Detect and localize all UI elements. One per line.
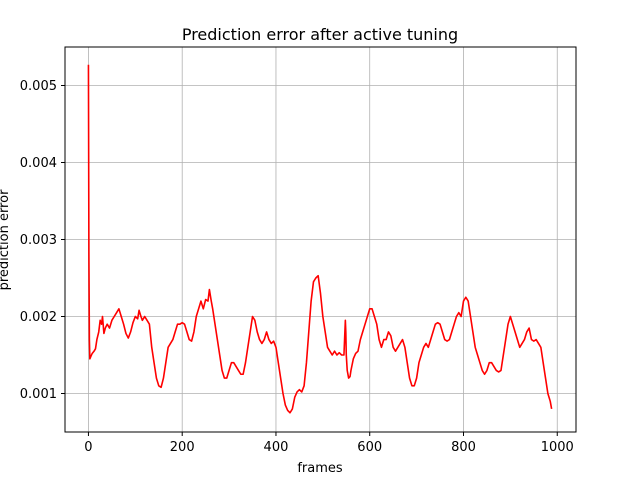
series-line xyxy=(87,64,553,414)
x-axis: 0 200 400 600 800 1000 xyxy=(84,432,574,455)
x-tick-label: 600 xyxy=(357,440,382,455)
x-tick-label: 200 xyxy=(170,440,195,455)
chart-title: Prediction error after active tuning xyxy=(182,25,458,44)
x-axis-label: frames xyxy=(297,461,343,476)
series-group xyxy=(87,64,553,414)
y-tick-label: 0.002 xyxy=(20,310,57,325)
y-tick-label: 0.001 xyxy=(20,387,57,402)
y-tick-label: 0.004 xyxy=(20,156,57,171)
grid xyxy=(65,47,576,432)
x-tick-label: 1000 xyxy=(541,440,574,455)
y-axis: 0.001 0.002 0.003 0.004 0.005 xyxy=(20,79,65,402)
y-tick-label: 0.003 xyxy=(20,233,57,248)
x-tick-label: 400 xyxy=(264,440,289,455)
y-axis-label: prediction error xyxy=(0,189,12,290)
x-tick-label: 800 xyxy=(451,440,476,455)
y-tick-label: 0.005 xyxy=(20,79,57,94)
x-tick-label: 0 xyxy=(84,440,92,455)
